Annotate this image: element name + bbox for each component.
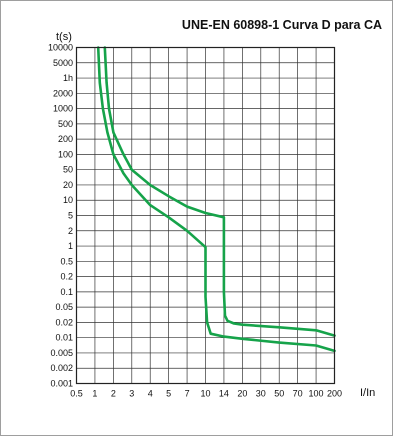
x-tick-label: 5 bbox=[166, 389, 171, 399]
y-tick-label: 50 bbox=[63, 165, 73, 175]
y-tick-label: 5 bbox=[68, 211, 73, 221]
y-tick-label: 500 bbox=[58, 119, 73, 129]
plot-border bbox=[75, 46, 336, 385]
x-tick-label: 30 bbox=[256, 389, 266, 399]
x-tick-label: 10 bbox=[200, 389, 210, 399]
series-line-2 bbox=[103, 46, 336, 337]
x-tick-label: 100 bbox=[309, 389, 324, 399]
x-tick-label: 1 bbox=[92, 389, 97, 399]
x-tick-labels: 0.5 1 2 3 4 5 7 10 14 20 30 50 70 100 200 bbox=[70, 389, 342, 399]
y-tick-label: 1h bbox=[63, 73, 73, 83]
x-tick-label: 3 bbox=[129, 389, 134, 399]
y-tick-label: 0.001 bbox=[50, 379, 73, 389]
y-tick-label: 0.05 bbox=[55, 302, 73, 312]
y-tick-label: 2000 bbox=[53, 88, 73, 98]
y-tick-label: 0.002 bbox=[50, 363, 73, 373]
series-line-1 bbox=[96, 46, 336, 353]
x-tick-label: 0.5 bbox=[70, 389, 83, 399]
chart-title: UNE-EN 60898-1 Curva D para CA bbox=[182, 18, 382, 32]
x-tick-label: 2 bbox=[111, 389, 116, 399]
y-tick-label: 0.5 bbox=[60, 256, 73, 266]
y-tick-label: 100 bbox=[58, 149, 73, 159]
x-tick-label: 50 bbox=[274, 389, 284, 399]
y-tick-label: 5000 bbox=[53, 58, 73, 68]
y-tick-label: 0.01 bbox=[55, 333, 73, 343]
y-tick-label: 0.02 bbox=[55, 317, 73, 327]
y-tick-label: 1000 bbox=[53, 104, 73, 114]
x-tick-label: 70 bbox=[293, 389, 303, 399]
y-tick-label: 0.005 bbox=[50, 348, 73, 358]
x-tick-label: 14 bbox=[219, 389, 229, 399]
y-axis-label: t(s) bbox=[56, 31, 72, 43]
x-tick-label: 4 bbox=[148, 389, 153, 399]
y-tick-label: 20 bbox=[63, 180, 73, 190]
y-tick-label: 0.1 bbox=[60, 287, 73, 297]
y-tick-label: 0.2 bbox=[60, 272, 73, 282]
y-tick-label: 1 bbox=[68, 241, 73, 251]
y-tick-label: 200 bbox=[58, 134, 73, 144]
y-tick-label: 2 bbox=[68, 226, 73, 236]
series-group bbox=[96, 46, 336, 353]
y-tick-label: 10 bbox=[63, 195, 73, 205]
y-tick-labels: 10000 5000 1h 2000 1000 500 200 100 50 20 10 5 2 1 0.5… bbox=[48, 43, 73, 389]
x-tick-label: 200 bbox=[327, 389, 342, 399]
x-tick-label: 20 bbox=[237, 389, 247, 399]
x-tick-label: 7 bbox=[185, 389, 190, 399]
y-tick-label: 10000 bbox=[48, 43, 73, 53]
x-axis-label: I/In bbox=[360, 387, 375, 399]
